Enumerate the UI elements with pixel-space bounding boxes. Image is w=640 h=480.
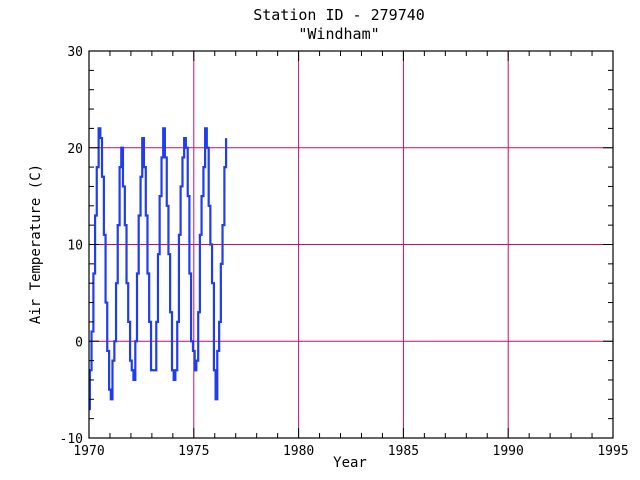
chart-subtitle: "Windham" (298, 25, 379, 43)
y-tick-label: 0 (75, 335, 83, 350)
x-tick-label: 1970 (73, 444, 104, 459)
x-tick-label: 1985 (388, 444, 419, 459)
y-tick-label: -10 (60, 432, 83, 447)
tick-labels: 1970 1975 1980 1985 1990 1995 -10 0 10 20 30 (60, 45, 629, 459)
chart-title: Station ID - 279740 (253, 6, 425, 24)
y-axis-label: Air Temperature (C) (28, 164, 44, 324)
x-tick-label: 1980 (283, 444, 314, 459)
x-tick-label: 1990 (493, 444, 524, 459)
temperature-series-line (88, 127, 228, 411)
y-tick-label: 10 (67, 239, 83, 254)
y-tick-label: 20 (67, 142, 83, 157)
x-tick-label: 1975 (178, 444, 209, 459)
series-layer (88, 127, 228, 411)
x-tick-label: 1995 (597, 444, 628, 459)
x-axis-label: Year (333, 455, 367, 471)
y-tick-label: 30 (67, 45, 83, 60)
tick-marks (88, 50, 614, 439)
